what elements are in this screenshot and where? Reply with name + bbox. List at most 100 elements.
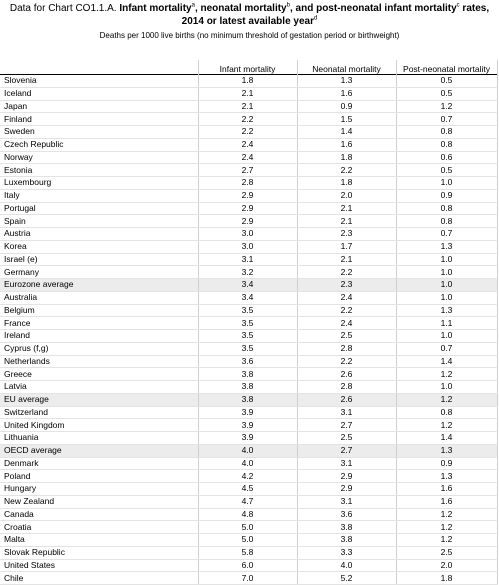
table-body: Slovenia 1.8 1.3 0.5 Iceland 2.1 1.6 0.5 Japan 2.…	[0, 74, 498, 585]
table-row: United States 6.0 4.0 2.0	[0, 559, 498, 573]
table-row: Cyprus (f,g) 3.5 2.8 0.7	[0, 342, 498, 356]
post-neonatal-cell: 1.6	[395, 482, 498, 496]
title-part3: , and post-neonatal infant mortality	[289, 3, 457, 14]
country-cell: Luxembourg	[0, 176, 199, 190]
country-cell: Norway	[0, 151, 199, 165]
neonatal-cell: 3.3	[296, 546, 397, 560]
neonatal-cell: 1.6	[296, 138, 397, 152]
table-row: Croatia 5.0 3.8 1.2	[0, 520, 498, 534]
infant-cell: 6.0	[197, 559, 298, 573]
infant-cell: 4.8	[197, 508, 298, 522]
post-neonatal-cell: 1.6	[395, 495, 498, 509]
country-cell: Australia	[0, 291, 199, 305]
infant-cell: 2.9	[197, 202, 298, 216]
country-cell: Spain	[0, 214, 199, 228]
infant-cell: 3.6	[197, 355, 298, 369]
neonatal-cell: 2.1	[296, 253, 397, 267]
table-row: France 3.5 2.4 1.1	[0, 316, 498, 330]
table-row: Spain 2.9 2.1 0.8	[0, 214, 498, 228]
neonatal-cell: 2.2	[296, 304, 397, 318]
country-cell: Poland	[0, 469, 199, 483]
country-cell: EU average	[0, 393, 199, 407]
neonatal-cell: 2.8	[296, 342, 397, 356]
infant-cell: 2.7	[197, 163, 298, 177]
country-cell: OECD average	[0, 444, 199, 458]
neonatal-cell: 2.4	[296, 316, 397, 330]
post-neonatal-cell: 1.0	[395, 291, 498, 305]
title-sup3: c	[456, 2, 460, 9]
header-neonatal: Neonatal mortality	[296, 60, 397, 75]
infant-cell: 3.5	[197, 342, 298, 356]
neonatal-cell: 1.3	[296, 74, 397, 88]
table-row: Israel (e) 3.1 2.1 1.0	[0, 253, 498, 267]
neonatal-cell: 2.2	[296, 265, 397, 279]
table-row: Ireland 3.5 2.5 1.0	[0, 329, 498, 343]
neonatal-cell: 2.5	[296, 431, 397, 445]
post-neonatal-cell: 0.7	[395, 112, 498, 126]
table-row: Australia 3.4 2.4 1.0	[0, 291, 498, 305]
table-row: Portugal 2.9 2.1 0.8	[0, 202, 498, 216]
infant-cell: 4.7	[197, 495, 298, 509]
country-cell: Italy	[0, 189, 199, 203]
title-part1: Infant mortality	[119, 3, 192, 14]
country-cell: Eurozone average	[0, 278, 199, 292]
infant-cell: 7.0	[197, 571, 298, 585]
infant-cell: 2.1	[197, 100, 298, 114]
infant-cell: 3.5	[197, 304, 298, 318]
neonatal-cell: 2.6	[296, 393, 397, 407]
infant-cell: 3.4	[197, 291, 298, 305]
neonatal-cell: 2.9	[296, 482, 397, 496]
infant-cell: 3.8	[197, 380, 298, 394]
post-neonatal-cell: 2.0	[395, 559, 498, 573]
country-cell: Sweden	[0, 125, 199, 139]
table-row: Latvia 3.8 2.8 1.0	[0, 380, 498, 394]
header-row: Infant mortality Neonatal mortality Post…	[0, 60, 498, 75]
country-cell: Slovenia	[0, 74, 199, 88]
post-neonatal-cell: 1.2	[395, 393, 498, 407]
title-sup4: d	[313, 15, 318, 22]
post-neonatal-cell: 0.6	[395, 151, 498, 165]
table-row: United Kingdom 3.9 2.7 1.2	[0, 418, 498, 432]
table-row: Netherlands 3.6 2.2 1.4	[0, 355, 498, 369]
post-neonatal-cell: 0.8	[395, 125, 498, 139]
post-neonatal-cell: 2.5	[395, 546, 498, 560]
country-cell: Denmark	[0, 457, 199, 471]
table-row: New Zealand 4.7 3.1 1.6	[0, 495, 498, 509]
title-prefix: Data for Chart CO1.1.A.	[9, 3, 120, 14]
country-cell: Croatia	[0, 520, 199, 534]
post-neonatal-cell: 1.8	[395, 571, 498, 585]
country-cell: Lithuania	[0, 431, 199, 445]
post-neonatal-cell: 1.0	[395, 253, 498, 267]
country-cell: Chile	[0, 571, 199, 585]
table-row: Slovak Republic 5.8 3.3 2.5	[0, 546, 498, 560]
country-cell: Korea	[0, 240, 199, 254]
title-part4: rates, 2014 or latest available year	[181, 3, 490, 27]
neonatal-cell: 1.4	[296, 125, 397, 139]
post-neonatal-cell: 1.2	[395, 367, 498, 381]
infant-cell: 3.5	[197, 316, 298, 330]
neonatal-cell: 1.5	[296, 112, 397, 126]
country-cell: Germany	[0, 265, 199, 279]
post-neonatal-cell: 1.3	[395, 240, 498, 254]
post-neonatal-cell: 0.5	[395, 163, 498, 177]
infant-cell: 2.1	[197, 87, 298, 101]
table-row: Eurozone average 3.4 2.3 1.0	[0, 278, 498, 292]
table-row: Luxembourg 2.8 1.8 1.0	[0, 176, 498, 190]
table-row: Iceland 2.1 1.6 0.5	[0, 87, 498, 101]
post-neonatal-cell: 1.2	[395, 533, 498, 547]
neonatal-cell: 3.6	[296, 508, 397, 522]
table-row: Italy 2.9 2.0 0.9	[0, 189, 498, 203]
neonatal-cell: 2.8	[296, 380, 397, 394]
neonatal-cell: 1.6	[296, 87, 397, 101]
post-neonatal-cell: 0.8	[395, 406, 498, 420]
table-row: Denmark 4.0 3.1 0.9	[0, 457, 498, 471]
infant-cell: 5.0	[197, 520, 298, 534]
country-cell: Netherlands	[0, 355, 199, 369]
infant-cell: 4.0	[197, 444, 298, 458]
table-row: Belgium 3.5 2.2 1.3	[0, 304, 498, 318]
country-cell: Latvia	[0, 380, 199, 394]
post-neonatal-cell: 1.0	[395, 329, 498, 343]
header-post-neonatal: Post-neonatal mortality	[395, 60, 498, 75]
table-row: Lithuania 3.9 2.5 1.4	[0, 431, 498, 445]
post-neonatal-cell: 0.7	[395, 342, 498, 356]
